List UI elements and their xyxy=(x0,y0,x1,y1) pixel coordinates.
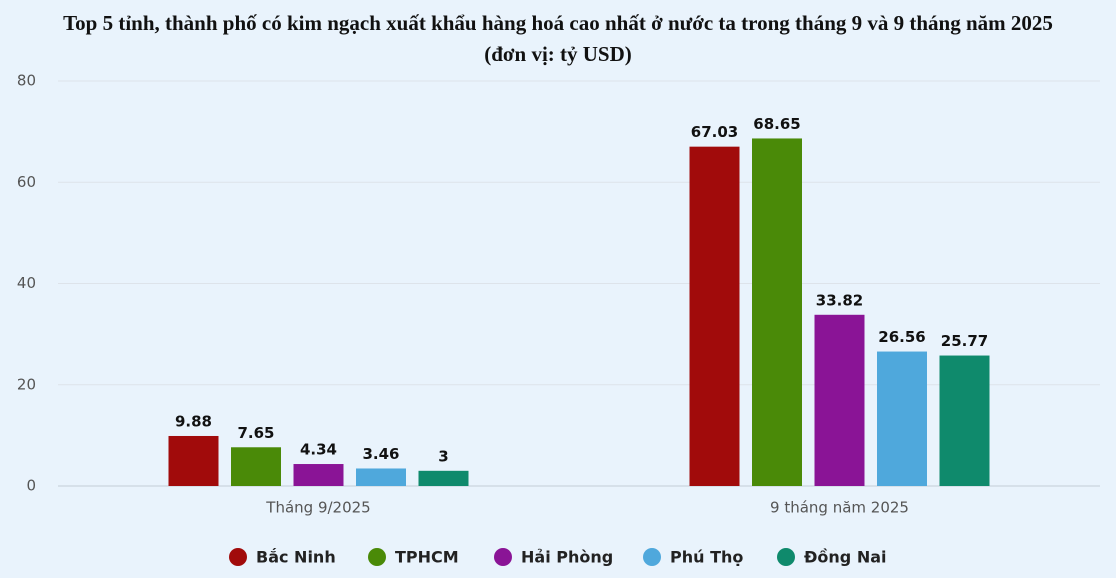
y-tick-label: 20 xyxy=(17,375,36,393)
legend-marker xyxy=(777,548,795,566)
data-label: 9.88 xyxy=(175,412,212,430)
bar xyxy=(418,470,469,486)
bar xyxy=(168,435,219,486)
chart-title: Top 5 tỉnh, thành phố có kim ngạch xuất … xyxy=(63,11,1053,66)
data-label: 26.56 xyxy=(878,328,925,346)
data-label: 4.34 xyxy=(300,441,337,459)
legend-label: Đồng Nai xyxy=(804,548,886,567)
legend-label: Hải Phòng xyxy=(521,548,613,567)
legend-label: Bắc Ninh xyxy=(256,548,336,567)
y-tick-label: 80 xyxy=(17,72,36,90)
legend-label: TPHCM xyxy=(395,548,459,567)
legend-label: Phú Thọ xyxy=(670,548,743,567)
data-label: 7.65 xyxy=(237,424,274,442)
y-tick-label: 0 xyxy=(26,477,36,495)
data-label: 33.82 xyxy=(816,291,863,309)
bar xyxy=(814,314,865,486)
bar xyxy=(356,468,406,486)
bar xyxy=(293,464,344,486)
bar xyxy=(939,355,990,486)
data-label: 3.46 xyxy=(362,445,399,463)
data-label: 68.65 xyxy=(753,115,800,133)
bar xyxy=(752,138,802,486)
y-tick-label: 40 xyxy=(17,274,36,292)
data-label: 3 xyxy=(438,447,448,465)
data-label: 67.03 xyxy=(691,123,738,141)
legend-marker xyxy=(229,548,247,566)
x-tick-label: 9 tháng năm 2025 xyxy=(770,499,909,517)
x-tick-label: Tháng 9/2025 xyxy=(265,499,370,517)
legend-marker xyxy=(368,548,386,566)
legend-marker xyxy=(643,548,661,566)
legend-marker xyxy=(494,548,512,566)
bar xyxy=(689,146,740,486)
data-label: 25.77 xyxy=(941,332,988,350)
bar xyxy=(231,447,281,486)
bar xyxy=(877,351,927,486)
y-tick-label: 60 xyxy=(17,173,36,191)
